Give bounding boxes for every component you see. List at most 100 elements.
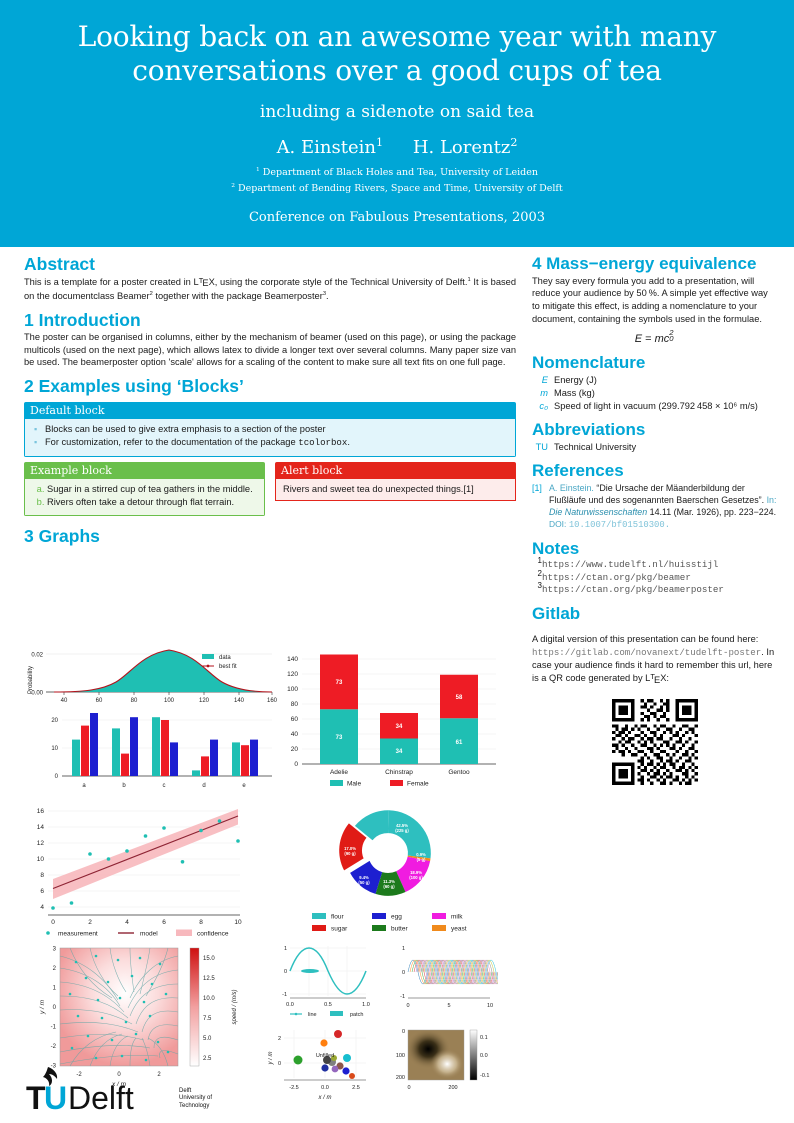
- svg-text:model: model: [140, 931, 158, 938]
- chart-multi-sine: 10-1 0 5 10: [400, 946, 498, 1009]
- svg-text:line: line: [308, 1012, 317, 1018]
- svg-text:73: 73: [336, 735, 343, 741]
- poster-content: Abstract This is a template for a poster…: [0, 247, 794, 793]
- svg-text:(225 g): (225 g): [395, 828, 409, 833]
- svg-text:10: 10: [51, 746, 58, 752]
- svg-text:100: 100: [164, 698, 175, 704]
- affiliation-2: 2 Department of Bending Rivers, Space an…: [231, 183, 563, 195]
- svg-text:0: 0: [406, 1003, 409, 1009]
- poster-title: Looking back on an awesome year with man…: [77, 20, 717, 88]
- figure-histogram-and-bars: Probability 0.00 0.02 40 60 80 100 120 140 16…: [28, 649, 278, 789]
- svg-text:140: 140: [287, 656, 298, 663]
- svg-text:6: 6: [40, 888, 44, 895]
- svg-text:0.0: 0.0: [321, 1085, 329, 1091]
- svg-text:0: 0: [51, 919, 55, 926]
- author-1-mark: 1: [375, 136, 384, 150]
- note-item: 2https://ctan.org/pkg/beamer: [537, 568, 691, 583]
- svg-text:120: 120: [199, 698, 210, 704]
- svg-text:0.02: 0.02: [31, 653, 43, 659]
- svg-text:2.5: 2.5: [352, 1085, 360, 1091]
- legend-penguins: Male Female: [330, 780, 429, 788]
- svg-text:milk: milk: [451, 914, 463, 921]
- svg-text:100: 100: [396, 1053, 405, 1059]
- axis-label-x: x / m: [111, 1081, 127, 1088]
- tudelft-logo: T U Delft Delft University of Technology: [24, 1065, 212, 1113]
- svg-text:yeast: yeast: [451, 926, 467, 933]
- colorbar-label: speed / (m/s): [232, 989, 238, 1024]
- example-block-body: Sugar in a stirred cup of tea gathers in…: [24, 478, 265, 516]
- chart-sine-patch: 1 0 -1 0.0 0.5 1.0 line patch: [282, 946, 370, 1018]
- svg-text:Male: Male: [347, 781, 361, 788]
- gitlab-text: A digital version of this presentation c…: [532, 633, 775, 685]
- svg-text:-2: -2: [51, 1044, 57, 1050]
- svg-text:0: 0: [294, 761, 298, 768]
- chart-streamplot: 3 2 1 0 -1 -2 -3 -2 0 2 x / m y / m 15.0 12.5 10.…: [39, 947, 238, 1089]
- author-2-mark: 2: [510, 136, 518, 150]
- nomenclature-symbol: m: [540, 388, 548, 399]
- svg-text:2: 2: [157, 1072, 161, 1078]
- left-column: Abstract This is a template for a poster…: [24, 254, 516, 793]
- svg-text:60: 60: [291, 716, 299, 723]
- reference-number: [1]: [532, 482, 542, 493]
- svg-text:3: 3: [53, 947, 57, 953]
- axis-label-probability: Probability: [28, 666, 34, 694]
- svg-text:T: T: [26, 1080, 46, 1113]
- note-item: 1https://www.tudelft.nl/huisstijl: [537, 556, 719, 571]
- svg-text:Female: Female: [407, 781, 429, 788]
- example-block-title: Example block: [24, 461, 265, 479]
- svg-text:42.5%: 42.5%: [396, 823, 408, 828]
- figure-donut: 42.5%(225 g) 17.0%(90 g) 9.4%(50 g) 11.3…: [312, 810, 467, 933]
- svg-text:6: 6: [162, 919, 166, 926]
- svg-text:1: 1: [402, 946, 405, 952]
- svg-text:(100 g): (100 g): [409, 875, 423, 880]
- svg-text:(5 g): (5 g): [417, 857, 426, 862]
- svg-text:patch: patch: [350, 1012, 363, 1018]
- figure-streamplot: 3 2 1 0 -1 -2 -3 -2 0 2 x / m y / m 15.0 12.5 10.…: [39, 947, 238, 1089]
- right-column: 4 Mass−energy equivalence They say every…: [532, 254, 778, 793]
- svg-text:18.9%: 18.9%: [410, 870, 422, 875]
- nomenclature-heading: Nomenclature: [532, 353, 646, 373]
- legend-sine: line patch: [290, 1011, 363, 1018]
- svg-text:0: 0: [53, 1005, 57, 1011]
- svg-text:Adelie: Adelie: [330, 769, 348, 776]
- examples-heading: 2 Examples using ‘Blocks’: [24, 376, 244, 397]
- svg-text:(50 g): (50 g): [358, 880, 370, 885]
- alert-block-title: Alert block: [275, 461, 516, 479]
- graphs-heading: 3 Graphs: [24, 525, 100, 546]
- svg-text:-0.1: -0.1: [480, 1073, 489, 1079]
- latex-e: E: [202, 278, 209, 289]
- svg-text:34: 34: [396, 749, 403, 755]
- svg-text:U: U: [44, 1080, 67, 1113]
- gitlab-heading: Gitlab: [532, 603, 581, 623]
- mass-energy-heading: 4 Mass−energy equivalence: [532, 254, 757, 273]
- logo-tagline: Delft University of Technology: [179, 1087, 213, 1109]
- svg-text:0: 0: [407, 1085, 410, 1091]
- abbreviation-entry: TU Technical University: [532, 441, 778, 453]
- svg-text:-1: -1: [400, 994, 405, 1000]
- svg-text:11.3%: 11.3%: [383, 879, 395, 884]
- svg-text:17.0%: 17.0%: [344, 846, 356, 851]
- svg-text:40: 40: [291, 731, 299, 738]
- svg-text:10.0: 10.0: [203, 996, 215, 1002]
- chart-histogram: Probability 0.00 0.02 40 60 80 100 120 140 16…: [28, 649, 278, 704]
- svg-text:2: 2: [278, 1036, 281, 1042]
- svg-text:200: 200: [448, 1085, 457, 1091]
- svg-text:20: 20: [291, 746, 299, 753]
- author-2: H. Lorentz2: [412, 136, 518, 159]
- svg-text:12: 12: [37, 840, 45, 847]
- svg-text:Delft: Delft: [68, 1080, 134, 1113]
- svg-text:-2: -2: [76, 1072, 82, 1078]
- code-tcolorbox: tcolorbox: [298, 437, 348, 449]
- svg-text:(90 g): (90 g): [344, 851, 356, 856]
- legend-histogram: data best fit: [202, 654, 237, 670]
- svg-text:8: 8: [40, 872, 44, 879]
- svg-text:20: 20: [51, 718, 58, 724]
- svg-text:40: 40: [61, 698, 68, 704]
- svg-text:200: 200: [396, 1075, 405, 1081]
- svg-text:-1: -1: [282, 992, 287, 998]
- notes-heading: Notes: [532, 538, 580, 558]
- gitlab-url[interactable]: https://gitlab.com/novanext/tudelft-post…: [532, 646, 762, 658]
- svg-text:15.0: 15.0: [203, 956, 215, 962]
- svg-text:0: 0: [278, 1061, 281, 1067]
